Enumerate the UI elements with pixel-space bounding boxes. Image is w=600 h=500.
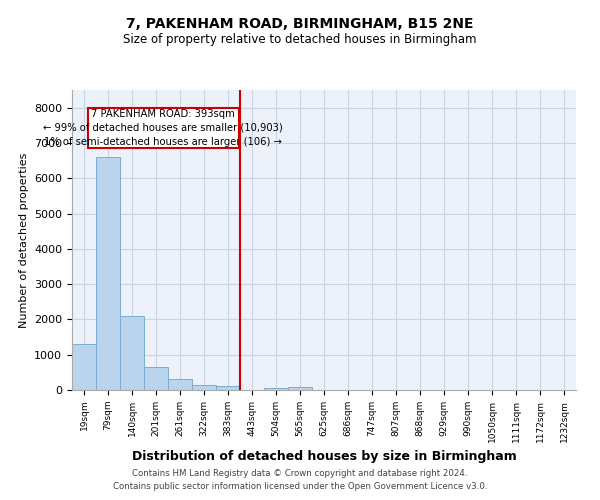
Bar bbox=[168, 380, 192, 390]
Bar bbox=[288, 387, 312, 390]
Bar bbox=[96, 157, 120, 390]
Y-axis label: Number of detached properties: Number of detached properties bbox=[19, 152, 29, 328]
X-axis label: Distribution of detached houses by size in Birmingham: Distribution of detached houses by size … bbox=[131, 450, 517, 463]
Bar bbox=[72, 344, 96, 390]
Text: Contains public sector information licensed under the Open Government Licence v3: Contains public sector information licen… bbox=[113, 482, 487, 491]
Bar bbox=[88, 108, 239, 148]
Bar bbox=[120, 316, 144, 390]
Bar bbox=[192, 385, 216, 390]
Text: Size of property relative to detached houses in Birmingham: Size of property relative to detached ho… bbox=[123, 32, 477, 46]
Bar bbox=[216, 386, 240, 390]
Bar bbox=[144, 366, 168, 390]
Text: Contains HM Land Registry data © Crown copyright and database right 2024.: Contains HM Land Registry data © Crown c… bbox=[132, 468, 468, 477]
Text: 7, PAKENHAM ROAD, BIRMINGHAM, B15 2NE: 7, PAKENHAM ROAD, BIRMINGHAM, B15 2NE bbox=[126, 18, 474, 32]
Bar bbox=[264, 388, 288, 390]
Text: 7 PAKENHAM ROAD: 393sqm
← 99% of detached houses are smaller (10,903)
1% of semi: 7 PAKENHAM ROAD: 393sqm ← 99% of detache… bbox=[43, 109, 283, 147]
